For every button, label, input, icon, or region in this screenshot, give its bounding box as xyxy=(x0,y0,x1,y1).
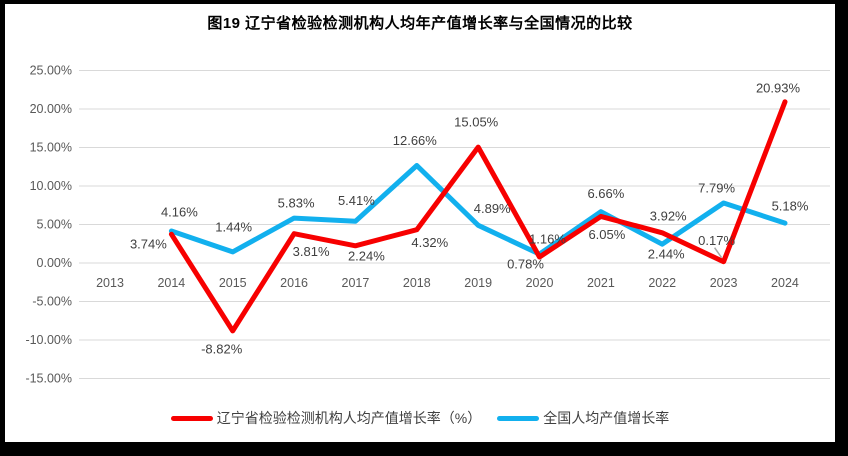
legend-label-liaoning: 辽宁省检验检测机构人均产值增长率（%） xyxy=(216,410,482,426)
legend-item-liaoning: 辽宁省检验检测机构人均产值增长率（%） xyxy=(170,408,482,428)
legend-item-national: 全国人均产值增长率 xyxy=(497,408,669,428)
y-axis-tick-label: -10.00% xyxy=(25,333,72,347)
data-label-liaoning-2022: 3.92% xyxy=(650,208,687,223)
data-label-liaoning-2018: 4.32% xyxy=(411,235,448,250)
x-axis-tick-label-2015: 2015 xyxy=(219,276,247,290)
data-label-liaoning-2024: 20.93% xyxy=(756,80,801,95)
y-axis-tick-label: 20.00% xyxy=(30,102,72,116)
data-label-national-2022: 2.44% xyxy=(648,247,685,262)
x-axis-tick-label-2014: 2014 xyxy=(157,276,185,290)
series-line-liaoning xyxy=(168,99,788,334)
x-axis-tick-label-2016: 2016 xyxy=(280,276,308,290)
data-label-national-2017: 5.41% xyxy=(338,193,375,208)
data-label-liaoning-2017: 2.24% xyxy=(348,248,385,263)
data-label-liaoning-2015: -8.82% xyxy=(201,341,243,356)
x-axis-tick-label-2022: 2022 xyxy=(648,276,676,290)
data-label-national-2016: 5.83% xyxy=(278,196,315,211)
legend-swatch-liaoning-red-line xyxy=(170,415,213,421)
y-axis-tick-label: -5.00% xyxy=(32,295,72,309)
data-label-national-2021: 6.66% xyxy=(587,186,624,201)
data-label-national-2024: 5.18% xyxy=(772,199,809,214)
x-axis-tick-label-2018: 2018 xyxy=(403,276,431,290)
x-axis-tick-label-2017: 2017 xyxy=(342,276,370,290)
series-line-national xyxy=(168,163,788,257)
data-label-national-2023: 7.79% xyxy=(698,181,735,196)
data-label-liaoning-2019: 15.05% xyxy=(454,115,499,130)
y-axis-tick-label: 25.00% xyxy=(30,64,72,78)
data-label-liaoning-2014: 3.74% xyxy=(130,237,167,252)
y-axis-tick-label: 10.00% xyxy=(30,179,72,193)
y-axis-tick-label: 5.00% xyxy=(37,218,72,232)
legend-swatch-national-blue-line xyxy=(497,415,540,421)
x-axis-tick-label-2023: 2023 xyxy=(710,276,738,290)
data-label-liaoning-2016: 3.81% xyxy=(293,244,330,259)
chart-legend: 辽宁省检验检测机构人均产值增长率（%） 全国人均产值增长率 xyxy=(5,405,835,431)
data-label-leader-line xyxy=(713,247,723,259)
data-label-liaoning-2023: 0.17% xyxy=(698,233,735,248)
x-axis-tick-label-2020: 2020 xyxy=(526,276,554,290)
x-axis-tick-label-2024: 2024 xyxy=(771,276,799,290)
x-axis-tick-label-2021: 2021 xyxy=(587,276,615,290)
y-axis-tick-label: -15.00% xyxy=(25,372,72,386)
data-label-liaoning-2021: 6.05% xyxy=(588,227,625,242)
y-axis-tick-label: 15.00% xyxy=(30,141,72,155)
chart-title: 图19 辽宁省检验检测机构人均年产值增长率与全国情况的比较 xyxy=(207,15,633,32)
legend-label-national: 全国人均产值增长率 xyxy=(543,410,670,426)
data-label-liaoning-2020: 0.78% xyxy=(507,257,544,272)
x-axis-tick-label-2013: 2013 xyxy=(96,276,124,290)
data-label-national-2015: 1.44% xyxy=(215,219,252,234)
data-label-national-2018: 12.66% xyxy=(393,133,438,148)
data-label-national-2014: 4.16% xyxy=(161,205,198,220)
x-axis-tick-label-2019: 2019 xyxy=(464,276,492,290)
data-label-national-2019: 4.89% xyxy=(474,201,511,216)
y-axis-tick-label: 0.00% xyxy=(37,256,72,270)
data-label-national-2020: 1.16% xyxy=(529,232,566,247)
